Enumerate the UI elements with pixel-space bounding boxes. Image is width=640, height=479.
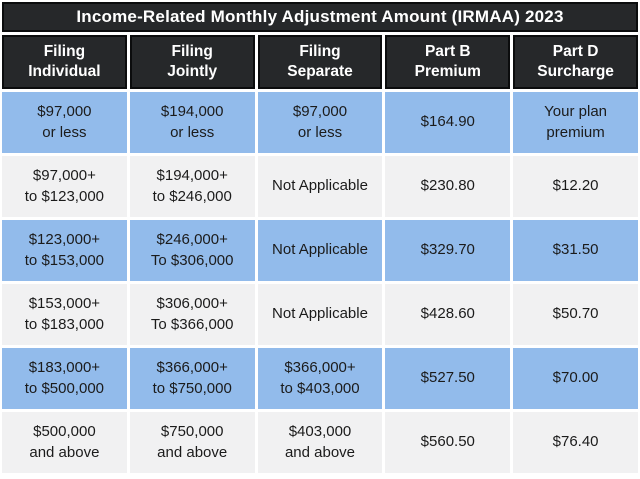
table-cell-r3-part-d-surcharge: $31.50 xyxy=(513,220,638,281)
table-cell-r4-part-d-surcharge: $50.70 xyxy=(513,284,638,345)
column-header-filing-individual: Filing Individual xyxy=(2,35,127,89)
table-cell-r2-filing-individual: $97,000+ to $123,000 xyxy=(2,156,127,217)
table-cell-r6-filing-jointly: $750,000 and above xyxy=(129,412,255,473)
table-cell-r4-part-b-premium: $428.60 xyxy=(385,284,511,345)
table-cell-r3-filing-jointly: $246,000+ To $306,000 xyxy=(129,220,255,281)
table-cell-r1-part-d-surcharge: Your plan premium xyxy=(513,92,638,153)
column-header-filing-jointly: Filing Jointly xyxy=(129,35,255,89)
table-cell-r3-filing-separate: Not Applicable xyxy=(257,220,383,281)
table-cell-r6-filing-separate: $403,000 and above xyxy=(257,412,383,473)
table-cell-r4-filing-separate: Not Applicable xyxy=(257,284,383,345)
column-header-part-b-premium: Part B Premium xyxy=(385,35,511,89)
table-cell-r2-part-b-premium: $230.80 xyxy=(385,156,511,217)
table-cell-r5-filing-individual: $183,000+ to $500,000 xyxy=(2,348,127,409)
column-header-part-d-surcharge: Part D Surcharge xyxy=(513,35,638,89)
table-cell-r6-filing-individual: $500,000 and above xyxy=(2,412,127,473)
table-cell-r5-filing-separate: $366,000+ to $403,000 xyxy=(257,348,383,409)
table-cell-r2-part-d-surcharge: $12.20 xyxy=(513,156,638,217)
table-cell-r4-filing-jointly: $306,000+ To $366,000 xyxy=(129,284,255,345)
table-cell-r1-filing-individual: $97,000 or less xyxy=(2,92,127,153)
table-cell-r1-part-b-premium: $164.90 xyxy=(385,92,511,153)
table-cell-r5-part-b-premium: $527.50 xyxy=(385,348,511,409)
table-cell-r5-filing-jointly: $366,000+ to $750,000 xyxy=(129,348,255,409)
table-cell-r3-part-b-premium: $329.70 xyxy=(385,220,511,281)
table-cell-r5-part-d-surcharge: $70.00 xyxy=(513,348,638,409)
table-cell-r2-filing-jointly: $194,000+ to $246,000 xyxy=(129,156,255,217)
table-title: Income-Related Monthly Adjustment Amount… xyxy=(2,2,638,32)
table-cell-r2-filing-separate: Not Applicable xyxy=(257,156,383,217)
table-cell-r3-filing-individual: $123,000+ to $153,000 xyxy=(2,220,127,281)
table-cell-r1-filing-separate: $97,000 or less xyxy=(257,92,383,153)
table-cell-r1-filing-jointly: $194,000 or less xyxy=(129,92,255,153)
table-cell-r6-part-d-surcharge: $76.40 xyxy=(513,412,638,473)
table-cell-r4-filing-individual: $153,000+ to $183,000 xyxy=(2,284,127,345)
table-cell-r6-part-b-premium: $560.50 xyxy=(385,412,511,473)
column-header-filing-separate: Filing Separate xyxy=(257,35,383,89)
